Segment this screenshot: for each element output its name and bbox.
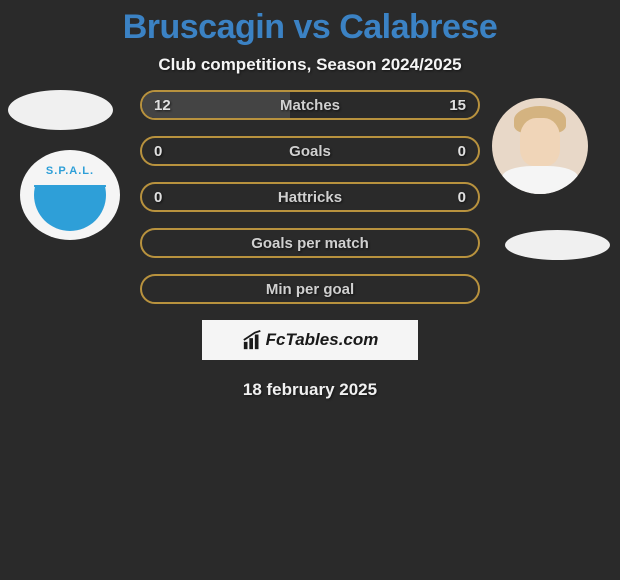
stat-row: 0 Goals 0 (140, 136, 480, 166)
player1-club-logo: S.P.A.L. (20, 150, 120, 240)
player2-club-placeholder (505, 230, 610, 260)
brand-text: FcTables.com (266, 330, 379, 350)
club-logo-inner: S.P.A.L. (34, 159, 106, 231)
brand-box: FcTables.com (202, 320, 418, 360)
stat-label: Goals (289, 143, 331, 160)
stat-label: Goals per match (251, 235, 369, 252)
stat-right-value: 0 (458, 143, 466, 160)
comparison-title: Bruscagin vs Calabrese (0, 0, 620, 47)
stat-label: Hattricks (278, 189, 342, 206)
club-logo-text: S.P.A.L. (46, 165, 94, 177)
stat-label: Matches (280, 97, 340, 114)
date-text: 18 february 2025 (0, 380, 620, 400)
stat-left-value: 12 (154, 97, 171, 114)
stat-label: Min per goal (266, 281, 354, 298)
stat-row: 0 Hattricks 0 (140, 182, 480, 212)
brand-chart-icon (242, 329, 264, 351)
stat-rows-container: 12 Matches 15 0 Goals 0 0 Hattricks 0 Goals per m… (140, 90, 480, 304)
stat-left-value: 0 (154, 189, 162, 206)
player1-name: Bruscagin (123, 8, 285, 46)
player1-avatar-placeholder (8, 90, 113, 130)
stat-right-value: 15 (449, 97, 466, 114)
stat-row: 12 Matches 15 (140, 90, 480, 120)
stat-row: Goals per match (140, 228, 480, 258)
stat-right-value: 0 (458, 189, 466, 206)
subtitle-text: Club competitions, Season 2024/2025 (0, 55, 620, 75)
vs-text: vs (293, 8, 330, 46)
player2-name: Calabrese (339, 8, 497, 46)
stats-area: S.P.A.L. 12 Matches 15 0 Goals 0 0 Hattricks 0 Go… (0, 90, 620, 304)
stat-row: Min per goal (140, 274, 480, 304)
player2-avatar (492, 98, 588, 194)
stat-left-value: 0 (154, 143, 162, 160)
